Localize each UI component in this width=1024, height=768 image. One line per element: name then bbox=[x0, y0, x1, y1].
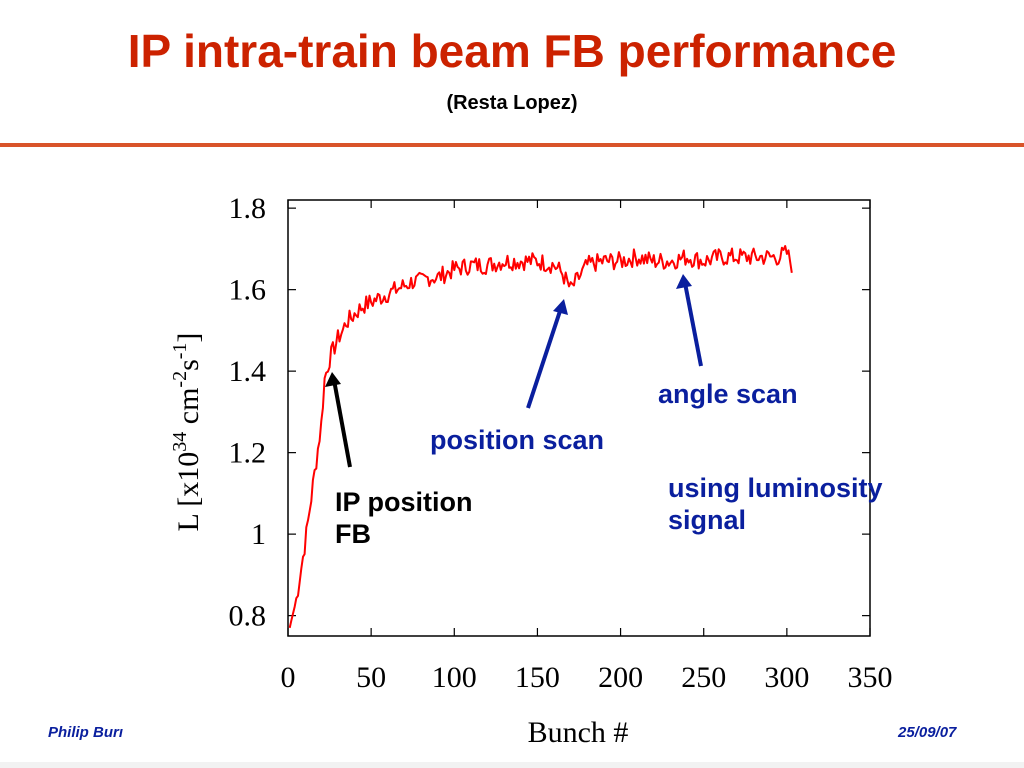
y-label-s: s bbox=[172, 359, 205, 371]
annotation-ip-position-line1: IP position bbox=[335, 487, 473, 517]
y-tick-label: 1.2 bbox=[229, 437, 267, 470]
arrows-layer bbox=[325, 274, 703, 468]
plot-frame bbox=[287, 199, 871, 637]
x-tick-label: 300 bbox=[764, 661, 809, 694]
x-tick-label: 150 bbox=[515, 661, 560, 694]
y-axis-label: L [x1034 cm-2s-1] bbox=[169, 333, 205, 532]
slide-subtitle: (Resta Lopez) bbox=[446, 92, 578, 114]
plot-border bbox=[287, 199, 871, 637]
annotation-luminosity-line1: using luminosity bbox=[668, 473, 883, 503]
series-layer bbox=[288, 245, 793, 629]
bottom-strip bbox=[0, 762, 1024, 768]
series-line bbox=[288, 245, 793, 629]
annotation-position-scan: position scan bbox=[430, 425, 605, 455]
x-tick-label: 50 bbox=[356, 661, 386, 694]
annotation-luminosity-line2: signal bbox=[668, 505, 747, 536]
y-tick-label: 1.6 bbox=[229, 274, 267, 307]
y-tick-label: 1.4 bbox=[229, 355, 267, 388]
arrow-head-ip-position bbox=[325, 372, 341, 387]
y-tick-label: 1 bbox=[251, 518, 266, 551]
y-label-exp-minus1: -1 bbox=[169, 343, 191, 360]
arrow-angle-scan bbox=[683, 282, 703, 367]
x-axis-ticks: 0 50 100 150 200 250 300 350 bbox=[281, 200, 893, 694]
arrow-head-position-scan bbox=[553, 299, 568, 315]
x-tick-label: 0 bbox=[281, 661, 296, 694]
annotation-angle-scan: angle scan bbox=[658, 379, 798, 409]
x-tick-label: 100 bbox=[432, 661, 477, 694]
y-tick-label: 1.8 bbox=[229, 192, 267, 225]
arrow-position-scan bbox=[526, 307, 563, 409]
footer-date: 25/09/07 bbox=[898, 724, 957, 741]
luminosity-chart: 0 50 100 150 200 250 300 350 0.8 1 1.2 1.4 1.6 1.8 B… bbox=[169, 192, 893, 749]
annotation-ip-position: IP position FB bbox=[335, 486, 473, 551]
x-tick-label: 200 bbox=[598, 661, 643, 694]
slide-title: IP intra-train beam FB performance bbox=[127, 25, 897, 77]
title-divider bbox=[0, 143, 1024, 147]
y-label-base: L [x10 bbox=[172, 452, 205, 532]
x-tick-label: 350 bbox=[848, 661, 893, 694]
arrow-ip-position bbox=[332, 379, 352, 468]
y-axis-ticks: 0.8 1 1.2 1.4 1.6 1.8 bbox=[229, 192, 870, 633]
arrow-head-angle-scan bbox=[676, 274, 692, 289]
y-label-end: ] bbox=[172, 333, 205, 343]
y-label-exp-34: 34 bbox=[169, 432, 191, 452]
y-label-mid: cm bbox=[172, 388, 205, 432]
x-tick-label: 250 bbox=[681, 661, 726, 694]
annotation-luminosity-signal: using luminosity signal bbox=[668, 472, 883, 537]
y-label-exp-minus2: -2 bbox=[169, 371, 191, 388]
y-tick-label: 0.8 bbox=[229, 600, 267, 633]
annotation-ip-position-line2: FB bbox=[335, 519, 371, 550]
footer-author: Philip Burı bbox=[48, 724, 123, 741]
x-axis-label: Bunch # bbox=[528, 716, 629, 749]
